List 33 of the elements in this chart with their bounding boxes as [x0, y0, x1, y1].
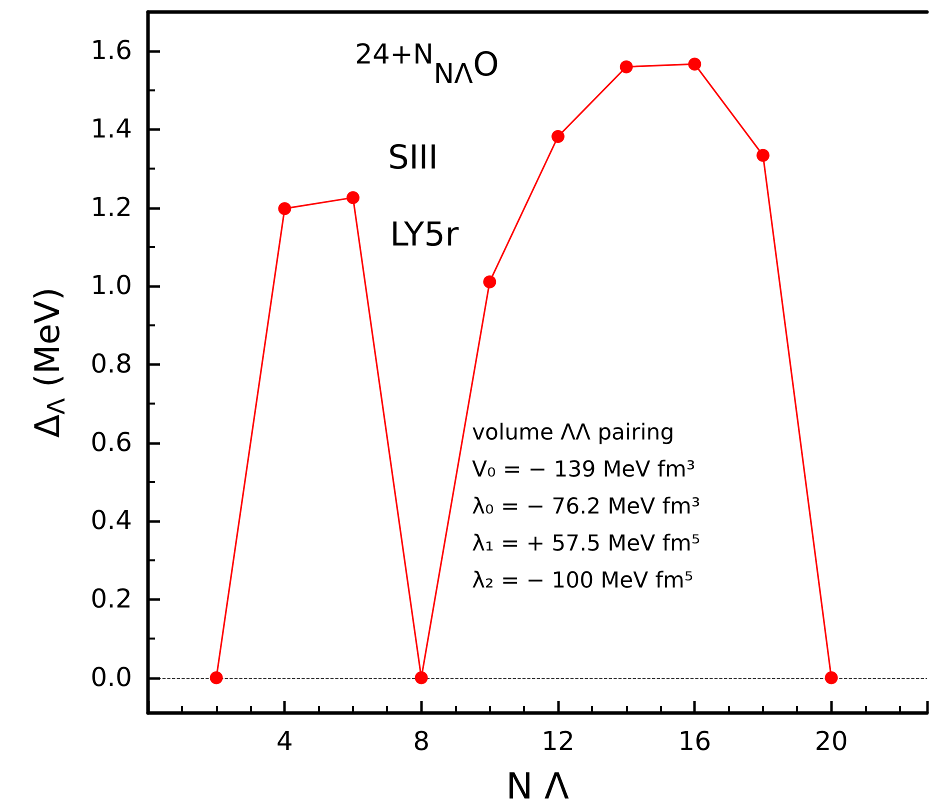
- point: [210, 671, 223, 684]
- x-axis-title: N Λ: [506, 766, 570, 808]
- x-tick-label: 20: [814, 727, 848, 757]
- annotation: volume ΛΛ pairing: [472, 420, 674, 446]
- y-tick-label: 0.6: [90, 428, 132, 458]
- y-axis-title: ΔΛ (MeV): [28, 287, 70, 438]
- annotation: LY5r: [390, 214, 460, 254]
- point: [620, 60, 633, 74]
- annotation: λ₂ = − 100 MeV fm⁵: [472, 568, 694, 594]
- point: [552, 130, 564, 144]
- y-tick-label: 1.0: [90, 271, 132, 302]
- annotation: λ₀ = − 76.2 MeV fm³: [472, 494, 700, 520]
- point: [483, 275, 496, 288]
- annotation: λ₁ = + 57.5 MeV fm⁵: [472, 532, 700, 556]
- y-tick-label: 0.8: [90, 349, 132, 380]
- y-tick-label: 1.4: [90, 114, 132, 144]
- y-tick-label: 0.0: [90, 662, 132, 693]
- point: [756, 148, 770, 162]
- y-tick-label: 0.4: [90, 506, 132, 536]
- point: [346, 191, 360, 204]
- annotation: SIII: [388, 138, 438, 176]
- point: [414, 671, 428, 684]
- y-tick-label: 0.2: [90, 584, 132, 614]
- x-tick-label: 16: [678, 727, 712, 757]
- point: [824, 671, 838, 684]
- point: [688, 58, 702, 71]
- y-tick-label: 1.2: [90, 192, 132, 223]
- x-tick-label: 4: [276, 727, 293, 757]
- x-tick-label: 12: [541, 727, 575, 757]
- y-tick-label: 1.6: [90, 36, 132, 66]
- point: [278, 202, 292, 216]
- x-tick-label: 8: [413, 727, 430, 757]
- annotation: V₀ = − 139 MeV fm³: [472, 458, 696, 482]
